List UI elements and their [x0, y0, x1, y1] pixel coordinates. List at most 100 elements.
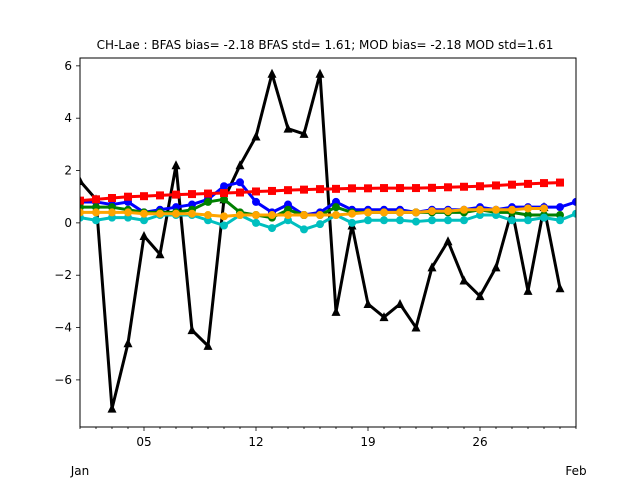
series-4-point: [380, 184, 388, 193]
y-axis: −6 −4 −2 0 2 4 6: [54, 59, 80, 387]
series-6-point: [300, 211, 308, 220]
y-tick-label: 2: [64, 164, 72, 178]
x-tick-label: 19: [360, 435, 375, 449]
series-1-point: [523, 285, 533, 295]
series-2-point: [252, 197, 260, 206]
series-6-point: [108, 208, 116, 217]
series-1-point: [299, 128, 309, 138]
series-5-point: [540, 213, 548, 222]
series-5-point: [556, 216, 564, 225]
series-6-point: [412, 208, 420, 217]
series-6-point: [380, 208, 388, 217]
series-4-point: [172, 190, 180, 199]
y-tick-label: −4: [54, 321, 72, 335]
series-6-point: [236, 211, 244, 220]
series-5-point: [348, 218, 356, 227]
series-5-point: [92, 216, 100, 225]
y-tick-label: −6: [54, 373, 72, 387]
series-6-point: [252, 211, 260, 220]
series-6-point: [284, 211, 292, 220]
series-6-point: [220, 212, 228, 221]
series-4-point: [460, 182, 468, 191]
series-4-point: [236, 188, 244, 197]
series-6-point: [396, 208, 404, 217]
series-3-point: [204, 197, 212, 206]
series-6-point: [156, 209, 164, 218]
x-tick-label: 26: [472, 435, 487, 449]
series-6-point: [364, 208, 372, 217]
series-6-point: [140, 209, 148, 218]
series-4-point: [268, 186, 276, 195]
series-6-point: [204, 211, 212, 220]
series-6-point: [540, 204, 548, 213]
y-tick-label: −2: [54, 268, 72, 282]
series-6-point: [348, 209, 356, 218]
x-tick-label: 05: [136, 435, 151, 449]
plot-area: [80, 68, 576, 413]
series-4-point: [108, 194, 116, 203]
series-4-point: [524, 179, 532, 188]
series-1-point: [139, 230, 149, 240]
y-tick-label: 0: [64, 216, 72, 230]
series-6-point: [172, 209, 180, 218]
series-5-point: [524, 216, 532, 225]
series-5-point: [380, 216, 388, 225]
series-4-point: [92, 195, 100, 204]
series-4-point: [492, 181, 500, 190]
series-4-point: [476, 182, 484, 191]
series-1-point: [123, 338, 133, 348]
series-1-point: [203, 340, 213, 350]
series-2-point: [556, 203, 564, 212]
series-4-point: [316, 185, 324, 194]
series-6-point: [460, 205, 468, 214]
series-4-point: [364, 184, 372, 193]
series-1-point: [283, 123, 293, 133]
series-4-point: [556, 178, 564, 187]
series-6-point: [476, 205, 484, 214]
series-3-point: [332, 203, 340, 212]
series-6-point: [492, 205, 500, 214]
series-5-point: [268, 224, 276, 233]
series-4-point: [204, 189, 212, 198]
series-3-point: [220, 195, 228, 204]
series-5-point: [508, 216, 516, 225]
series-5-point: [572, 209, 576, 218]
series-4-point: [332, 184, 340, 193]
series-1-point: [443, 236, 453, 246]
y-tick-label: 6: [64, 59, 72, 73]
series-6-point: [92, 208, 100, 217]
x-month-label: Jan: [70, 464, 90, 478]
series-5-point: [316, 220, 324, 229]
series-2-point: [236, 178, 244, 187]
series-4-point: [300, 185, 308, 194]
series-5-point: [412, 217, 420, 226]
series-2-point: [572, 197, 576, 206]
series-1-point: [315, 68, 325, 78]
series-5-point: [444, 216, 452, 225]
series-1-point: [363, 299, 373, 308]
series-1-point: [155, 249, 165, 259]
series-1-point: [555, 283, 565, 293]
series-4-point: [540, 179, 548, 188]
series-1-point: [459, 275, 469, 285]
series-4-point: [156, 191, 164, 200]
series-6-point: [316, 211, 324, 220]
series-1-point: [267, 68, 277, 78]
series-4-point: [124, 192, 132, 201]
series-4-point: [252, 187, 260, 196]
series-4-point: [140, 192, 148, 201]
series-1-point: [379, 312, 389, 322]
series-6-point: [428, 207, 436, 216]
series-5-point: [364, 216, 372, 225]
x-tick-label: 12: [248, 435, 263, 449]
series-4-point: [396, 184, 404, 193]
series-1-point: [187, 325, 197, 335]
y-tick-label: 4: [64, 111, 72, 125]
series-1-point: [171, 160, 181, 170]
series-6-point: [124, 208, 132, 217]
series-5-point: [252, 218, 260, 227]
series-4-point: [428, 183, 436, 192]
series-6-point: [508, 205, 516, 214]
x-axis: 05 12 19 26 Jan Feb: [70, 427, 587, 478]
